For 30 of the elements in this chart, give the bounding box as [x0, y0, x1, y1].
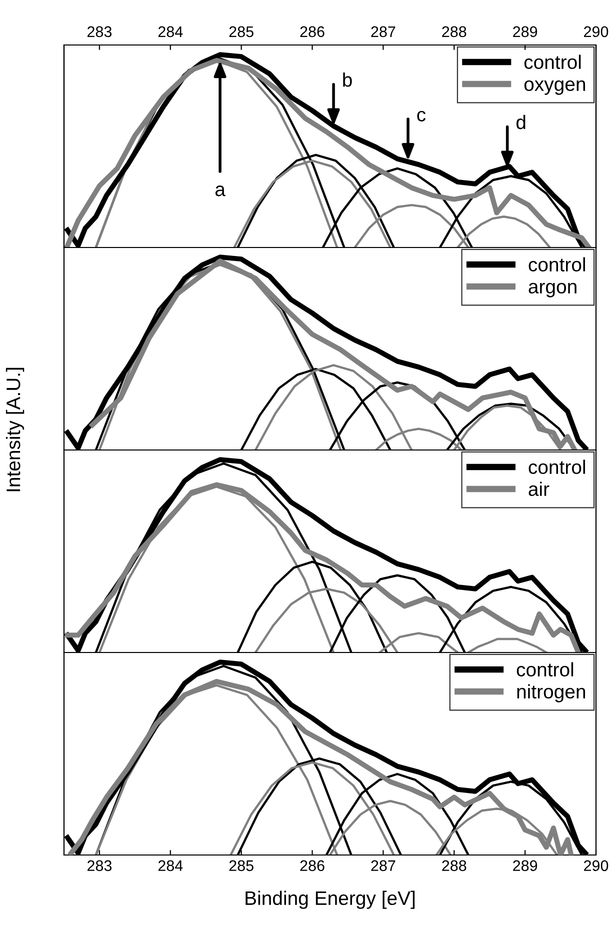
legend-label: air [528, 482, 550, 496]
legend-label: argon [528, 282, 576, 298]
x2-tick-label: 288 [442, 26, 466, 38]
annotation: d [516, 114, 526, 130]
x-tick-label: 290 [584, 860, 608, 872]
x2-tick-label: 285 [229, 26, 254, 38]
annotation: c [417, 110, 426, 122]
x-tick-label: 284 [158, 860, 183, 872]
x-tick-label: 283 [87, 860, 112, 872]
x-tick-label: 288 [442, 860, 466, 872]
annotation: b [343, 72, 352, 87]
x2-tick-label: 289 [513, 26, 538, 38]
x-tick-label: 286 [300, 860, 324, 872]
legend-label: oxygen [524, 80, 586, 95]
x2-tick-label: 287 [371, 26, 396, 38]
legend-label: control [528, 257, 585, 272]
x2-tick-label: 286 [300, 26, 324, 38]
x-tick-label: 289 [513, 860, 538, 872]
legend-label: control [524, 54, 581, 70]
x2-tick-label: 284 [158, 26, 183, 38]
annotation: a [215, 186, 226, 196]
x-tick-label: 285 [229, 860, 254, 872]
legend-label: control [516, 662, 574, 677]
legend-label: nitrogen [517, 684, 586, 702]
x2-tick-label: 290 [584, 26, 608, 38]
legend-label: control [528, 460, 585, 474]
x-tick-label: 287 [371, 860, 396, 872]
y-axis-title: Intensity [A.U.] [6, 368, 24, 492]
x-axis-title: Binding Energy [eV] [246, 890, 415, 909]
x2-tick-label: 283 [87, 26, 112, 38]
